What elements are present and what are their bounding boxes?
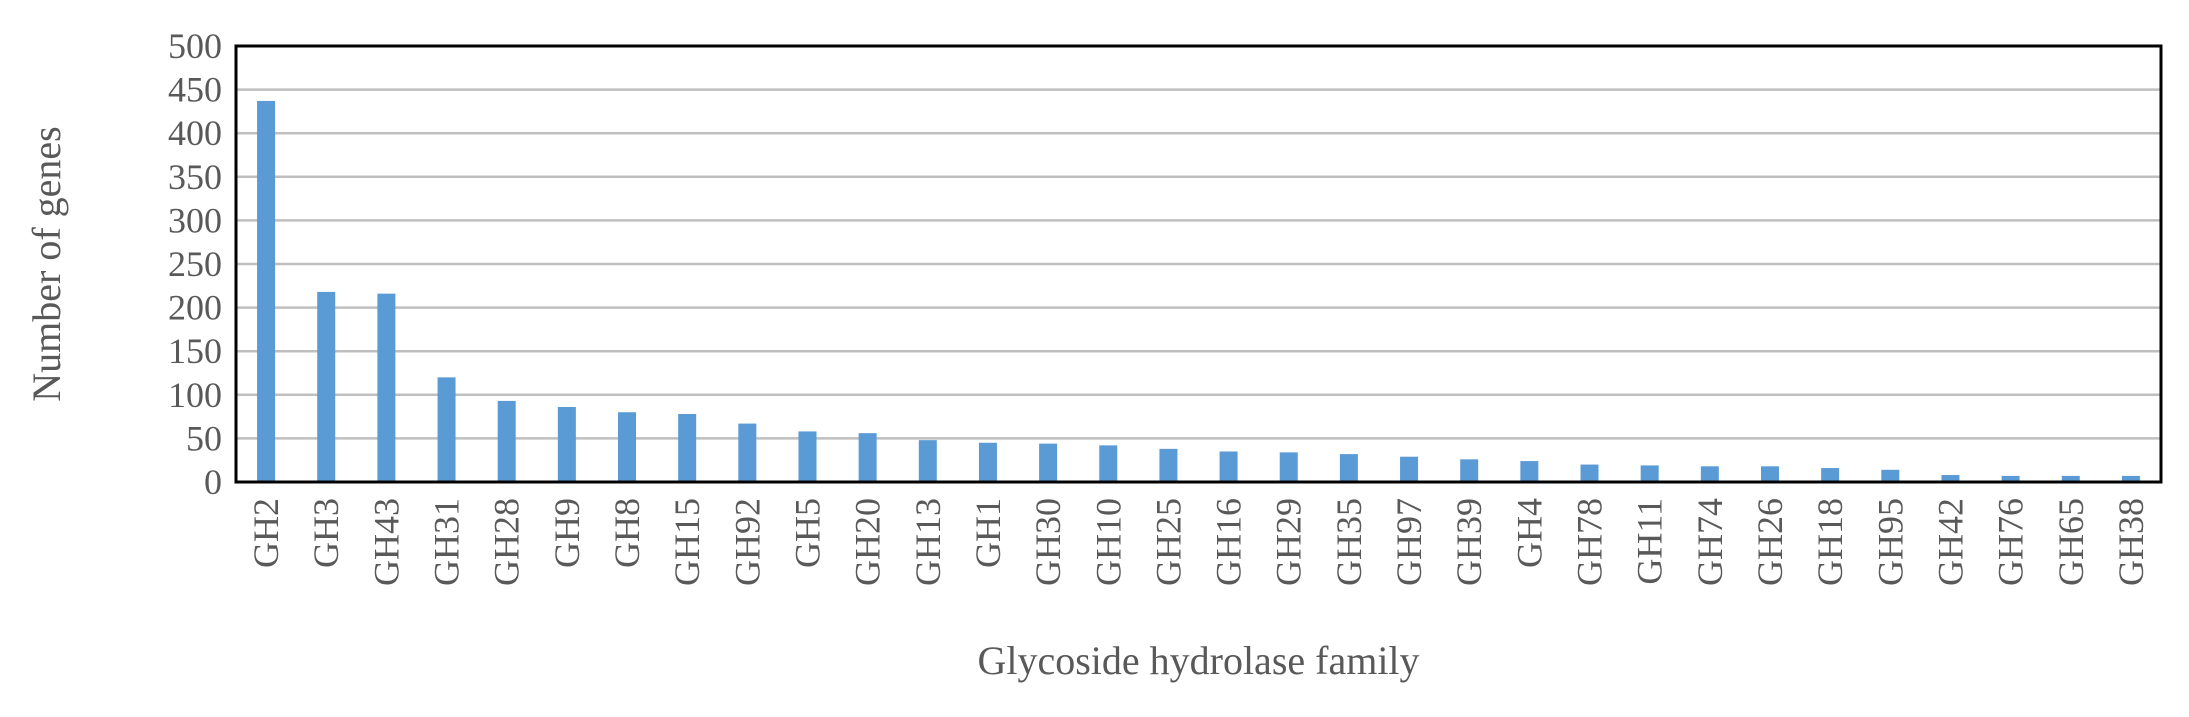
x-tick-label: GH28 <box>487 498 527 586</box>
bar-gh28 <box>497 400 516 482</box>
bar-gh11 <box>1640 465 1659 482</box>
plot-frame <box>234 44 2163 484</box>
bar-gh5 <box>798 431 817 482</box>
x-tick-label: GH5 <box>787 498 827 568</box>
x-tick-label: GH1 <box>968 498 1008 568</box>
gridlines <box>236 88 2161 440</box>
bar-gh8 <box>618 412 637 482</box>
bar-gh15 <box>678 413 697 482</box>
x-tick-label: GH76 <box>1991 498 2031 586</box>
x-axis-title: Glycoside hydrolase family <box>977 638 1419 683</box>
x-tick-label: GH97 <box>1389 498 1429 586</box>
bar-gh43 <box>377 293 396 482</box>
x-tick-label: GH2 <box>246 498 286 568</box>
x-tick-label: GH26 <box>1750 498 1790 586</box>
bar-gh2 <box>257 100 276 482</box>
x-tick-label: GH11 <box>1630 498 1670 585</box>
bar-gh65 <box>2061 475 2080 482</box>
y-tick-label: 350 <box>168 157 222 197</box>
x-tick-label: GH30 <box>1028 498 1068 586</box>
bar-gh3 <box>317 291 336 482</box>
bar-gh20 <box>858 433 877 482</box>
bar-gh95 <box>1881 469 1900 482</box>
y-tick-label: 450 <box>168 70 222 110</box>
x-tick-label: GH18 <box>1810 498 1850 586</box>
x-tick-label: GH95 <box>1870 498 1910 586</box>
bar-gh10 <box>1099 445 1118 482</box>
bar-gh38 <box>2121 475 2140 482</box>
bar-gh39 <box>1460 459 1479 482</box>
x-tick-label: GH39 <box>1449 498 1489 586</box>
x-tick-label: GH20 <box>848 498 888 586</box>
x-tick-label: GH35 <box>1329 498 1369 586</box>
x-tick-label: GH42 <box>1930 498 1970 586</box>
y-tick-label: 0 <box>204 462 222 502</box>
bar-gh29 <box>1279 452 1298 482</box>
bar-gh13 <box>918 440 937 482</box>
y-axis-title: Number of genes <box>24 126 69 401</box>
bar-gh4 <box>1520 461 1539 482</box>
bar-gh1 <box>978 442 997 482</box>
x-tick-label: GH92 <box>727 498 767 586</box>
x-tick-label: GH29 <box>1269 498 1309 586</box>
bar-gh76 <box>2001 475 2020 482</box>
y-tick-label: 250 <box>168 244 222 284</box>
bar-gh92 <box>738 423 757 482</box>
x-tick-label: GH15 <box>667 498 707 586</box>
bar-gh25 <box>1159 448 1178 482</box>
bar-gh26 <box>1760 466 1779 482</box>
x-tick-label: GH16 <box>1209 498 1249 586</box>
x-tick-label: GH3 <box>306 498 346 568</box>
bar-gh30 <box>1039 443 1058 482</box>
y-tick-label: 500 <box>168 26 222 66</box>
bar-gh18 <box>1821 468 1840 482</box>
bar-gh9 <box>557 407 576 482</box>
x-tick-label: GH8 <box>607 498 647 568</box>
x-tick-label: GH10 <box>1088 498 1128 586</box>
x-tick-label: GH38 <box>2111 498 2151 586</box>
x-tick-label: GH25 <box>1148 498 1188 586</box>
x-tick-label: GH65 <box>2051 498 2091 586</box>
y-tick-label: 100 <box>168 375 222 415</box>
x-tick-label: GH31 <box>427 498 467 586</box>
y-tick-label: 300 <box>168 200 222 240</box>
y-tick-label: 50 <box>186 418 222 458</box>
x-tick-label: GH9 <box>547 498 587 568</box>
y-tick-label: 150 <box>168 331 222 371</box>
x-tick-label: GH13 <box>908 498 948 586</box>
y-tick-label: 400 <box>168 113 222 153</box>
x-tick-label: GH74 <box>1690 498 1730 586</box>
bar-gh78 <box>1580 464 1599 482</box>
bar-gh16 <box>1219 451 1238 482</box>
y-tick-label: 200 <box>168 288 222 328</box>
bar-gh97 <box>1400 456 1419 482</box>
x-tick-label: GH43 <box>366 498 406 586</box>
bar-gh74 <box>1700 466 1719 482</box>
bar-gh31 <box>437 377 456 482</box>
bars <box>257 100 2140 482</box>
x-axis-tick-labels: GH2 GH3 GH43 GH31 GH28 GH9 GH8 GH15 GH92 GH5 GH20 G… <box>246 498 2151 586</box>
x-tick-label: GH78 <box>1570 498 1610 586</box>
bar-gh42 <box>1941 475 1960 482</box>
x-tick-label: GH4 <box>1509 498 1549 568</box>
bar-gh35 <box>1339 454 1358 482</box>
